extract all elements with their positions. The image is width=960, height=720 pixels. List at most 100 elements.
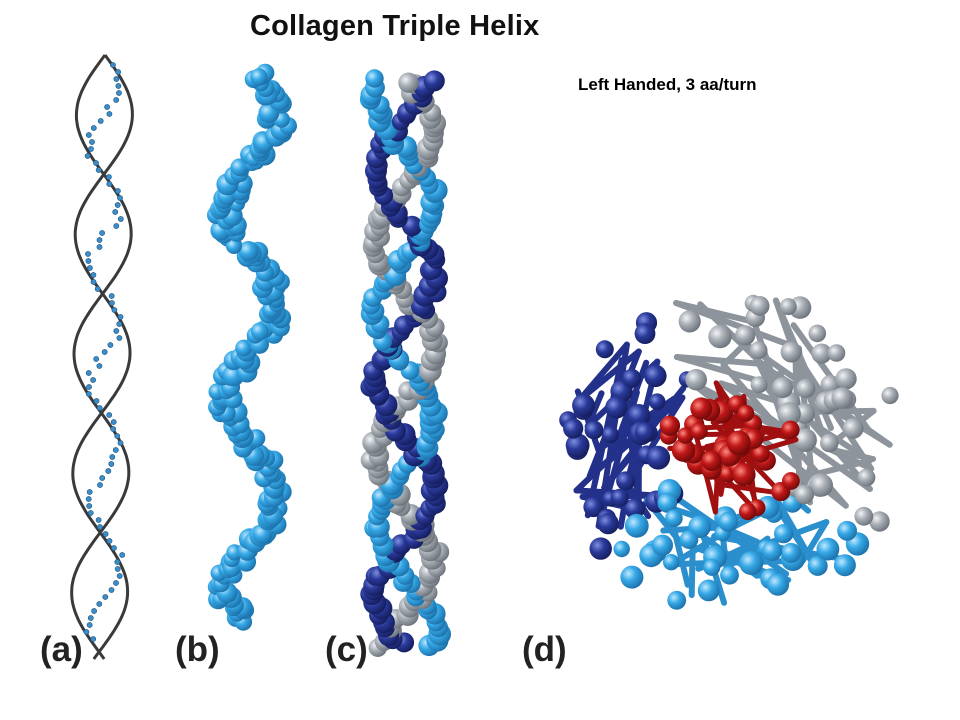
atom-ball (749, 296, 770, 316)
backbone-atom (83, 629, 90, 635)
backbone-atom (117, 314, 124, 320)
core-atom (690, 422, 708, 440)
backbone-atom (102, 531, 109, 537)
atom-ball (749, 341, 768, 360)
backbone-atom (85, 251, 91, 257)
core-atom (739, 502, 757, 521)
bond (573, 469, 598, 494)
backbone-atom (102, 594, 109, 600)
backbone-atom (101, 349, 108, 355)
backbone-atom (91, 608, 97, 614)
backbone-atom (108, 293, 115, 299)
core-atom (690, 397, 713, 420)
backbone-atom (114, 433, 121, 439)
core-atom (701, 450, 722, 471)
atom-ball (777, 402, 801, 426)
atom-ball (651, 534, 674, 556)
backbone-atom (113, 97, 120, 103)
atom-ball (811, 343, 832, 364)
panel-label-b: (b) (175, 630, 220, 669)
atom-ball (583, 496, 604, 518)
atom-ball (595, 340, 614, 359)
atom-ball (796, 378, 816, 399)
atom-ball (634, 422, 655, 443)
backbone-atom (89, 139, 95, 145)
atom-ball (735, 325, 756, 346)
backbone-atom (86, 622, 93, 628)
panel-label-c: (c) (325, 630, 368, 669)
backbone-atom (111, 307, 118, 313)
core-atom (752, 444, 770, 463)
atom-ball (644, 364, 667, 388)
atom-ball (820, 433, 839, 453)
atom-ball (781, 542, 802, 563)
atom-ball (589, 537, 612, 560)
backbone-atom (104, 104, 110, 110)
atom-ball (563, 418, 584, 439)
figure-title: Collagen Triple Helix (250, 10, 540, 42)
atom-ball (708, 324, 732, 349)
atom-ball (634, 323, 656, 344)
atom-ball (685, 368, 707, 391)
core-atom (726, 430, 751, 455)
core-atom (732, 462, 756, 487)
bond (576, 341, 630, 403)
atom-ball (597, 512, 619, 535)
backbone-atom (113, 76, 120, 82)
backbone-atom (93, 356, 100, 362)
atom-ball (793, 428, 817, 452)
panel-label-a: (a) (40, 630, 83, 669)
atom-ball (663, 554, 680, 571)
backbone-atom (116, 90, 122, 96)
backbone-atom (117, 440, 124, 446)
panel-a-ribbon-helix (70, 54, 134, 660)
backbone-atom (107, 342, 114, 348)
atom-ball (584, 420, 604, 440)
atom-sphere (365, 69, 384, 88)
backbone-atom (93, 398, 100, 404)
core-atom (782, 472, 800, 490)
core-atom (737, 404, 755, 422)
atom-ball (646, 445, 671, 470)
atom-ball (761, 540, 783, 562)
backbone-atom (96, 244, 103, 250)
backbone-atom (115, 83, 122, 89)
atom-ball (779, 298, 797, 316)
atom-ball (624, 498, 645, 519)
backbone-atom (114, 566, 121, 572)
backbone-atom (85, 391, 92, 397)
backbone-atom (95, 517, 102, 523)
atom-ball (827, 344, 846, 362)
atom-ball (620, 565, 644, 589)
backbone-atom (113, 580, 119, 586)
backbone-atom (97, 524, 103, 530)
backbone-atom (119, 552, 126, 558)
backbone-atom (90, 377, 96, 383)
backbone-atom (106, 538, 113, 544)
backbone-atom (99, 230, 105, 236)
core-atom (671, 438, 696, 462)
backbone-atom (86, 384, 92, 390)
backbone-atom (90, 125, 97, 131)
panel-label-d: (d) (522, 630, 567, 669)
backbone-atom (85, 370, 92, 376)
atom-ball (622, 368, 641, 388)
backbone-atom (110, 419, 117, 425)
panel-b-single-chain (207, 63, 298, 631)
backbone-atom (99, 475, 106, 481)
backbone-atom (87, 265, 93, 271)
backbone-atom (106, 412, 113, 418)
atom-ball (831, 387, 853, 409)
atom-ball (616, 471, 636, 491)
atom-ball (718, 511, 739, 532)
bond (673, 300, 758, 325)
backbone-atom (113, 223, 120, 229)
panel-c-triple-chain (359, 69, 452, 657)
backbone-atom (116, 321, 123, 327)
atom-ball (572, 393, 595, 417)
atom-ball (565, 433, 590, 458)
atom-ball (774, 524, 794, 544)
backbone-atom (93, 160, 99, 166)
atom-ball (881, 386, 899, 405)
